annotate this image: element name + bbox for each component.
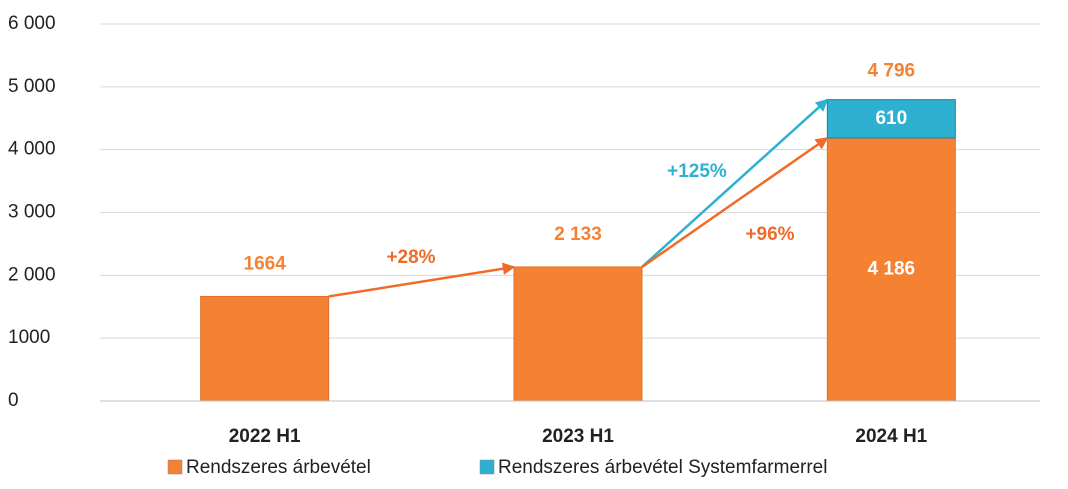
- legend-swatch: [167, 459, 183, 475]
- legend-label: Rendszeres árbevétel Systemfarmerrel: [498, 457, 827, 478]
- y-tick-label: 0: [8, 390, 19, 411]
- total-label: 4 796: [868, 61, 916, 82]
- legend-swatch: [479, 459, 495, 475]
- value-label: 2 133: [554, 224, 602, 245]
- y-tick-label: 5 000: [8, 76, 56, 97]
- value-label: 610: [875, 108, 907, 129]
- growth-label: +96%: [745, 224, 794, 245]
- growth-arrow: [641, 136, 829, 269]
- bar-segment: [200, 295, 330, 402]
- x-tick-label: 2023 H1: [542, 426, 614, 447]
- bar-segment: [826, 99, 956, 139]
- x-tick-label: 2022 H1: [229, 426, 301, 447]
- growth-label: +125%: [667, 161, 727, 182]
- y-tick-label: 1000: [8, 327, 50, 348]
- legend-label: Rendszeres árbevétel: [186, 457, 371, 478]
- y-tick-label: 2 000: [8, 264, 56, 285]
- growth-arrow: [328, 262, 516, 298]
- value-label: 4 186: [868, 259, 916, 280]
- growth-arrow: [641, 98, 829, 268]
- bar-segment: [513, 266, 643, 402]
- y-tick-label: 3 000: [8, 202, 56, 223]
- x-tick-label: 2024 H1: [855, 426, 927, 447]
- y-tick-label: 4 000: [8, 139, 56, 160]
- y-tick-label: 6 000: [8, 13, 56, 34]
- value-label: 1664: [244, 253, 287, 274]
- growth-label: +28%: [386, 247, 435, 268]
